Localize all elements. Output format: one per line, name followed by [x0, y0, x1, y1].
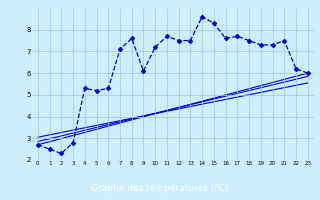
Text: Graphe des températures (°C): Graphe des températures (°C) — [91, 184, 229, 193]
